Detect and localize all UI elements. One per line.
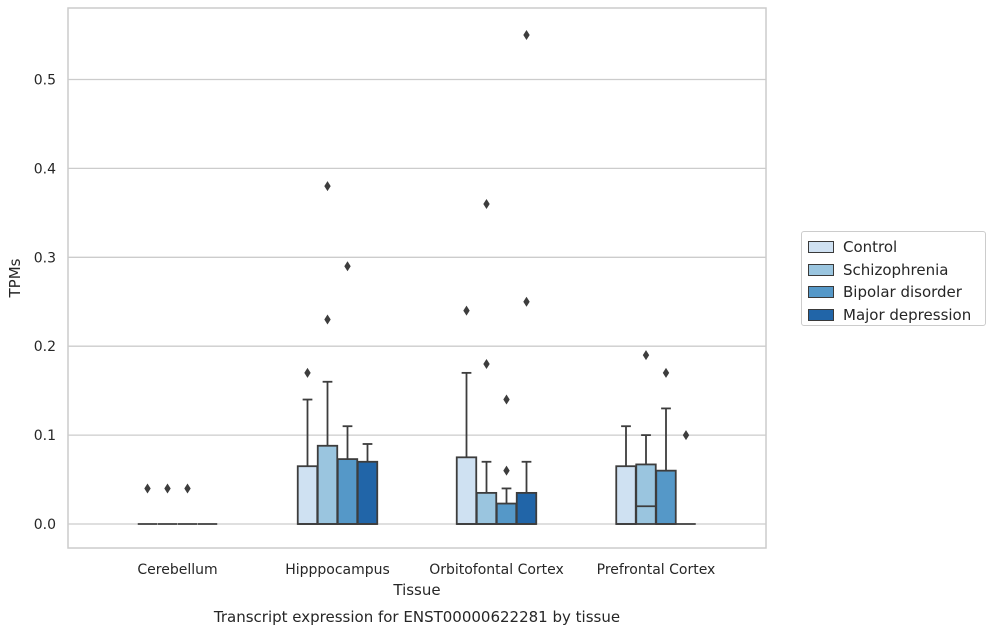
legend-item-bipolar-disorder: Bipolar disorder [808,281,985,304]
y-axis-label: TPMs [6,258,24,298]
legend-swatch-control [808,241,834,254]
box-body [475,491,498,525]
legend-item-schizophrenia: Schizophrenia [808,259,985,282]
box-1-1 [316,181,339,525]
legend-item-major-depression: Major depression [808,304,985,327]
plot-frame [67,7,767,549]
box-body [655,469,677,525]
box-body [316,444,339,525]
legend-label-major-depression: Major depression [843,305,972,324]
y-tick-label: 0.1 [34,428,56,444]
box-2-3 [515,30,538,525]
outlier-point [304,367,311,378]
outlier-point [523,30,530,41]
box-2-1 [475,198,498,525]
box-plots [137,30,696,525]
x-tick-label: Prefrontal Cortex [597,562,716,578]
box-2-2 [495,394,518,525]
box-body [336,458,359,525]
y-tick-label: 0.3 [34,250,56,266]
legend-swatch-major-depression [808,308,834,321]
box-0-0 [137,483,158,525]
box-3-0 [615,425,637,525]
outlier-point [483,198,490,209]
box-3-3 [676,430,696,525]
legend: Control Schizophrenia Bipolar disorder M… [801,231,986,326]
outlier-point [503,465,510,476]
box-1-2 [336,261,359,525]
x-axis-label: Tissue [392,581,440,599]
box-body [455,456,478,525]
outlier-point [642,350,650,361]
x-axis-ticks: Cerebellum Hipppocampus Orbitofontal Corte… [137,562,715,578]
outlier-point [184,483,191,494]
x-tick-label: Orbitofontal Cortex [429,562,564,578]
y-tick-label: 0.5 [34,73,56,89]
outlier-point [483,358,490,369]
box-body [515,491,538,525]
box-0-2 [177,483,198,525]
outlier-point [682,430,690,441]
outlier-point [344,261,351,272]
legend-label-schizophrenia: Schizophrenia [843,260,949,279]
outlier-point [523,296,530,307]
box-0-1 [157,483,178,525]
x-tick-label: Cerebellum [137,562,217,578]
y-tick-label: 0.4 [34,161,56,177]
box-2-0 [455,305,478,525]
legend-label-bipolar-disorder: Bipolar disorder [843,283,962,302]
box-body [635,463,657,525]
legend-swatch-bipolar-disorder [808,286,834,299]
legend-item-control: Control [808,236,985,259]
outlier-point [463,305,470,316]
outlier-point [164,483,171,494]
box-1-0 [296,367,319,525]
outlier-point [662,367,670,378]
legend-label-control: Control [843,238,898,257]
outlier-point [324,314,331,325]
outlier-point [503,394,510,405]
box-body [356,460,379,525]
chart-title: Transcript expression for ENST0000062228… [213,608,620,626]
y-axis-ticks: 0.0 0.1 0.2 0.3 0.4 0.5 [34,73,56,534]
y-tick-label: 0.0 [34,517,56,533]
x-tick-label: Hipppocampus [285,562,390,578]
box-body [495,502,518,525]
box-body [296,465,319,525]
outlier-point [144,483,151,494]
gridlines [68,78,766,525]
legend-swatch-schizophrenia [808,263,834,276]
box-3-1 [635,350,657,525]
outlier-point [324,181,331,192]
box-3-2 [655,367,677,525]
box-body [615,465,637,525]
box-1-3 [356,443,379,525]
y-tick-label: 0.2 [34,339,56,355]
